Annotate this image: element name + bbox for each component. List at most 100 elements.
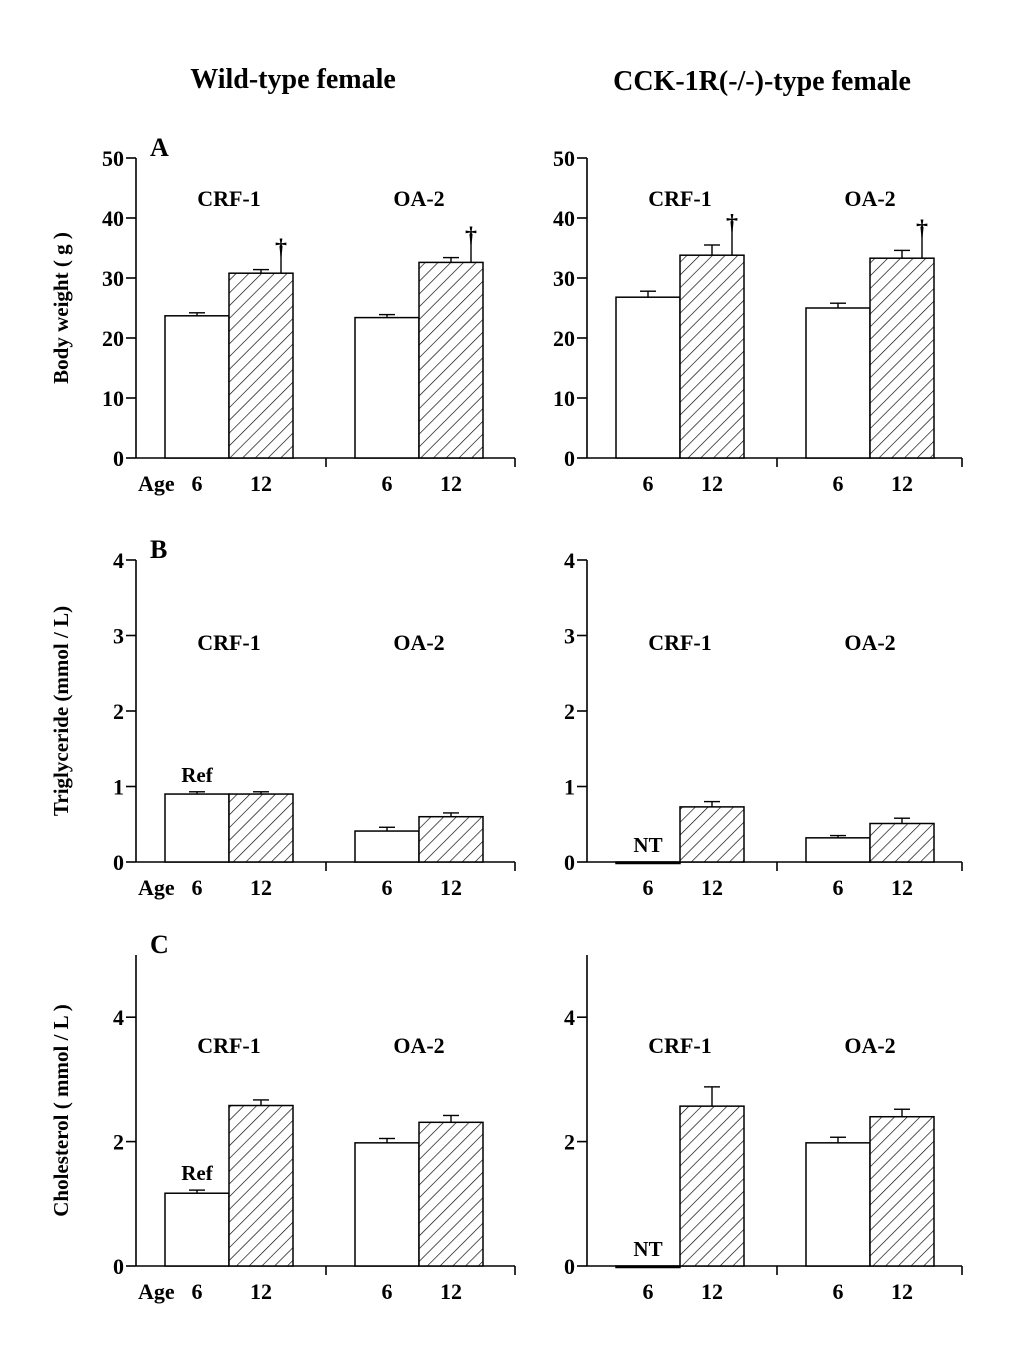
dagger-annotation: † xyxy=(275,236,287,262)
bar xyxy=(354,1142,420,1267)
bar-annotation: Ref xyxy=(181,763,213,787)
group-label-crf-1: CRF-1 xyxy=(648,186,712,211)
y-tick-label: 0 xyxy=(564,850,575,875)
panel-letter: A xyxy=(150,133,169,162)
x-tick-label: 12 xyxy=(440,875,462,900)
bar xyxy=(615,1265,681,1269)
x-tick-label: 12 xyxy=(250,1279,272,1304)
y-tick-label: 30 xyxy=(102,266,124,291)
x-tick-label: 6 xyxy=(192,1279,203,1304)
bar xyxy=(869,822,935,863)
bar xyxy=(354,830,420,863)
bar xyxy=(805,1142,871,1267)
dagger-annotation: † xyxy=(465,224,477,250)
bar xyxy=(228,1104,294,1267)
bar-annotation: Ref xyxy=(181,1161,213,1185)
x-tick-label: 6 xyxy=(192,875,203,900)
bar xyxy=(679,1105,745,1267)
x-tick-label: 12 xyxy=(701,875,723,900)
y-axis-label: Cholesterol ( mmol / L ) xyxy=(49,1004,73,1217)
bar xyxy=(164,1192,230,1267)
group-label-oa-2: OA-2 xyxy=(844,186,895,211)
y-tick-label: 0 xyxy=(564,1254,575,1279)
y-tick-label: 50 xyxy=(553,146,575,171)
panel-letter: B xyxy=(150,535,167,564)
y-tick-label: 0 xyxy=(113,446,124,471)
x-tick-label: 12 xyxy=(440,1279,462,1304)
y-tick-label: 0 xyxy=(113,1254,124,1279)
x-tick-label: 6 xyxy=(643,875,654,900)
x-tick-label: 6 xyxy=(643,471,654,496)
x-tick-label: 12 xyxy=(891,471,913,496)
x-prefix-label: Age xyxy=(138,1279,175,1304)
chart-A-ko: 0 10 20 30 40 50 CRF-1 6 12 † OA-2 6 12 † xyxy=(553,146,963,496)
group-label-crf-1: CRF-1 xyxy=(197,1033,261,1058)
y-tick-label: 20 xyxy=(553,326,575,351)
x-tick-label: 6 xyxy=(833,1279,844,1304)
column-title-wild-type: Wild-type female xyxy=(190,64,396,95)
y-tick-label: 4 xyxy=(564,548,575,573)
x-prefix-label: Age xyxy=(138,875,175,900)
y-tick-label: 1 xyxy=(564,775,575,800)
column-title-cck1r-knockout: CCK-1R(-/-)-type female xyxy=(613,66,911,97)
x-prefix-label: Age xyxy=(138,471,175,496)
y-tick-label: 2 xyxy=(564,699,575,724)
y-tick-label: 2 xyxy=(564,1130,575,1155)
chart-C-wt: 0 2 4 Cholesterol ( mmol / L ) C Age CRF-1 6 Ref… xyxy=(49,930,516,1304)
y-tick-label: 4 xyxy=(113,548,124,573)
x-tick-label: 12 xyxy=(701,471,723,496)
x-tick-label: 6 xyxy=(382,471,393,496)
x-tick-label: 6 xyxy=(833,875,844,900)
group-label-crf-1: CRF-1 xyxy=(197,186,261,211)
x-tick-label: 6 xyxy=(192,471,203,496)
chart-A-wt: 0 10 20 30 40 50 Body weight ( g ) A Age CRF-1 6 12… xyxy=(49,133,516,496)
x-tick-label: 12 xyxy=(891,1279,913,1304)
group-label-crf-1: CRF-1 xyxy=(197,630,261,655)
group-label-oa-2: OA-2 xyxy=(844,1033,895,1058)
y-tick-label: 3 xyxy=(564,624,575,649)
y-tick-label: 4 xyxy=(113,1005,124,1030)
bar-annotation: NT xyxy=(633,833,662,857)
group-label-oa-2: OA-2 xyxy=(393,1033,444,1058)
dagger-annotation: † xyxy=(916,216,928,242)
y-tick-label: 40 xyxy=(553,206,575,231)
y-tick-label: 20 xyxy=(102,326,124,351)
y-tick-label: 1 xyxy=(113,775,124,800)
y-axis-label: Body weight ( g ) xyxy=(49,232,73,384)
bar xyxy=(418,1121,484,1267)
x-tick-label: 6 xyxy=(643,1279,654,1304)
x-tick-label: 12 xyxy=(440,471,462,496)
bar xyxy=(418,815,484,863)
y-axis-label: Triglyceride (mmol / L) xyxy=(49,606,73,816)
group-label-oa-2: OA-2 xyxy=(393,630,444,655)
y-tick-label: 30 xyxy=(553,266,575,291)
y-tick-label: 10 xyxy=(102,386,124,411)
x-tick-label: 6 xyxy=(833,471,844,496)
bar xyxy=(164,315,230,459)
y-tick-label: 0 xyxy=(564,446,575,471)
bar xyxy=(869,257,935,459)
y-tick-label: 0 xyxy=(113,850,124,875)
bar xyxy=(805,307,871,459)
x-tick-label: 6 xyxy=(382,1279,393,1304)
y-tick-label: 50 xyxy=(102,146,124,171)
x-tick-label: 12 xyxy=(250,875,272,900)
y-tick-label: 2 xyxy=(113,699,124,724)
bar xyxy=(869,1115,935,1267)
bar xyxy=(615,296,681,459)
x-tick-label: 12 xyxy=(701,1279,723,1304)
bar xyxy=(679,806,745,863)
bar xyxy=(679,254,745,459)
panel-letter: C xyxy=(150,930,169,959)
y-tick-label: 10 xyxy=(553,386,575,411)
y-tick-label: 3 xyxy=(113,624,124,649)
dagger-annotation: † xyxy=(726,211,738,237)
bar xyxy=(354,316,420,459)
x-tick-label: 12 xyxy=(250,471,272,496)
group-label-oa-2: OA-2 xyxy=(844,630,895,655)
chart-C-ko: 0 2 4 CRF-1 6 NT 12 OA-2 6 12 xyxy=(564,955,963,1304)
bar xyxy=(228,272,294,459)
